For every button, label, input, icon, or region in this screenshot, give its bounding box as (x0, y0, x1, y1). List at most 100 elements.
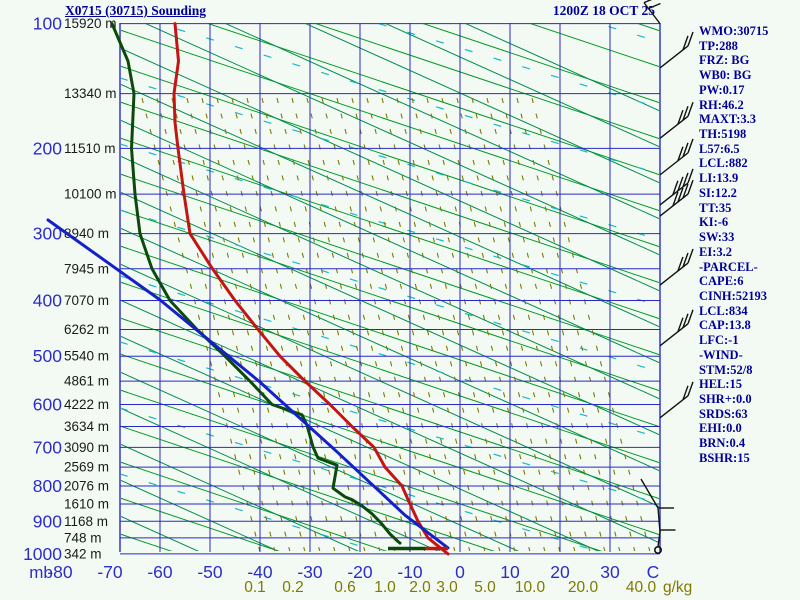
wind-barbs (640, 0, 694, 554)
dewpoint-curve (110, 22, 402, 545)
height-label-200: 11510 m (64, 141, 116, 156)
mixing-ratio-label-0.2: 0.2 (282, 579, 304, 596)
panel-stat-18: CINH:52193 (699, 288, 768, 303)
chart-datetime: 1200Z 18 OCT 25 (552, 3, 655, 18)
temp-tick--40: -40 (247, 562, 273, 582)
wind-barb-4 (659, 168, 694, 206)
temperature-curve (172, 22, 450, 556)
height-label-950: 748 m (64, 530, 102, 545)
height-label-450: 6262 m (64, 322, 109, 337)
pressure-temp-grid (119, 23, 661, 555)
panel-stat-27: EHI:0.0 (699, 421, 742, 436)
panel-stat-3: WB0: BG (699, 68, 752, 83)
temp-tick-10: 10 (500, 562, 520, 582)
height-label-400: 7070 m (64, 293, 109, 308)
panel-stat-7: TH:5198 (699, 127, 747, 142)
mixing-ratio-label-20.0: 20.0 (568, 579, 599, 596)
pressure-tick-200: 200 (33, 138, 62, 158)
pressure-tick-300: 300 (33, 224, 62, 244)
surface-station-circle (653, 545, 662, 554)
pressure-tick-400: 400 (33, 290, 62, 310)
panel-stat-19: LCL:834 (699, 303, 748, 318)
panel-stat-4: PW:0.17 (699, 82, 745, 97)
panel-stat-8: L57:6.5 (699, 141, 740, 156)
mixing-unit-label: g/kg (663, 579, 692, 596)
height-label-600: 4222 m (64, 397, 109, 412)
mixing-ratio-label-0.6: 0.6 (334, 579, 356, 596)
wind-barb-0 (643, 0, 661, 25)
panel-stat-28: BRN:0.4 (699, 436, 746, 451)
panel-stat-26: SRDS:63 (699, 406, 748, 421)
panel-stat-11: SI:12.2 (699, 185, 737, 200)
wind-barb-9 (640, 478, 676, 554)
temp-tick-0: 0 (455, 562, 465, 582)
height-label-900: 1168 m (64, 514, 108, 529)
panel-stat-21: LFC:-1 (699, 333, 739, 348)
panel-stat-24: HEL:15 (699, 377, 743, 392)
parcel-curve (46, 218, 450, 550)
panel-stat-5: RH:46.2 (699, 97, 744, 112)
panel-stat-6: MAXT:3.3 (699, 112, 757, 127)
panel-stat-15: EI:3.2 (699, 244, 732, 259)
height-label-550: 4861 m (64, 374, 109, 389)
panel-stat-20: CAP:13.8 (699, 318, 751, 333)
wind-barb-7 (659, 309, 694, 347)
panel-stat-14: SW:33 (699, 230, 735, 245)
panel-stat-23: STM:52/8 (699, 362, 753, 377)
pressure-tick-1000: 1000 (23, 544, 62, 564)
mixing-ratio-label-40.0: 40.0 (626, 579, 657, 596)
mixing-ratio-label-3.0: 3.0 (436, 579, 458, 596)
mixing-ratio-label-0.1: 0.1 (244, 579, 266, 596)
pressure-tick-800: 800 (33, 476, 62, 496)
height-label-500: 5540 m (64, 349, 109, 364)
pressure-unit-label: mb (29, 563, 53, 582)
height-label-150: 13340 m (64, 86, 117, 101)
panel-stat-10: LI:13.9 (699, 171, 739, 186)
temp-tick--60: -60 (147, 562, 173, 582)
temp-tick--70: -70 (97, 562, 123, 582)
temp-tick--10: -10 (397, 562, 423, 582)
height-label-1000: 342 m (64, 546, 102, 561)
temp-tick--50: -50 (197, 562, 223, 582)
page-title: X0715 (30715) Sounding (65, 3, 207, 18)
pressure-tick-500: 500 (33, 346, 62, 366)
height-label-750: 2569 m (64, 460, 109, 475)
wind-barb-2 (659, 102, 694, 139)
mixing-ratio-label-10.0: 10.0 (515, 579, 546, 596)
panel-stat-1: TP:288 (699, 38, 738, 53)
wind-barb-8 (659, 381, 694, 419)
wind-barb-5 (659, 179, 694, 217)
temp-tick-20: 20 (550, 562, 570, 582)
panel-stat-17: CAPE:6 (699, 274, 744, 289)
temp-tick--80: -80 (47, 562, 73, 582)
height-label-850: 1610 m (64, 497, 109, 512)
mixing-ratio-label-1.0: 1.0 (374, 579, 396, 596)
height-label-350: 7945 m (64, 261, 109, 276)
height-label-650: 3634 m (64, 419, 109, 434)
panel-stat-2: FRZ: BG (699, 53, 750, 68)
height-label-100: 15920 m (64, 16, 117, 31)
panel-stat-16: -PARCEL- (699, 259, 758, 274)
pressure-tick-600: 600 (33, 395, 62, 415)
panel-stat-0: WMO:30715 (699, 24, 769, 38)
height-label-250: 10100 m (64, 187, 117, 202)
panel-stat-12: TT:35 (699, 200, 732, 215)
pressure-tick-900: 900 (33, 511, 62, 531)
panel-stat-29: BSHR:15 (699, 450, 750, 465)
wind-barb-1 (659, 31, 694, 69)
wind-barb-3 (659, 138, 694, 176)
temp-tick--30: -30 (297, 562, 323, 582)
mixing-ratio-label-5.0: 5.0 (474, 579, 496, 596)
height-label-300: 8940 m (64, 226, 109, 241)
height-label-800: 2076 m (64, 478, 109, 493)
panel-stat-22: -WIND- (699, 347, 743, 362)
pressure-tick-100: 100 (33, 14, 62, 34)
wind-barb-6 (659, 248, 694, 286)
temp-tick-30: 30 (600, 562, 620, 582)
pressure-tick-700: 700 (33, 437, 62, 457)
temp-tick--20: -20 (347, 562, 373, 582)
mixing-ratio-label-2.0: 2.0 (409, 579, 431, 596)
temp-unit-label: C (647, 562, 660, 582)
